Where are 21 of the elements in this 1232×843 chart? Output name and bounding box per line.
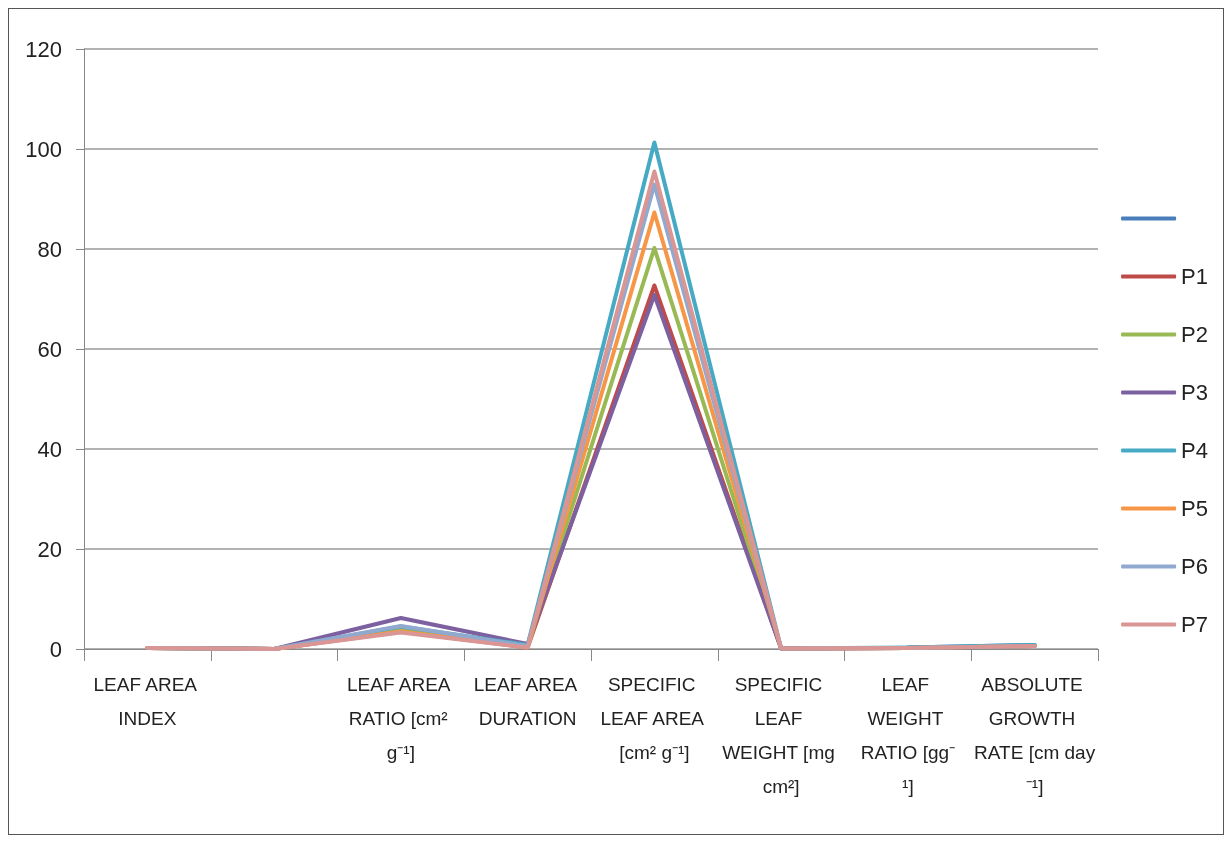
legend-label: P7	[1181, 612, 1209, 637]
legend-label: P3	[1181, 380, 1209, 405]
x-tick-label: LEAF AREA DURATION	[473, 673, 582, 729]
legend-label: P4	[1181, 438, 1209, 463]
y-tick-label: 120	[25, 36, 62, 62]
y-tick-label: 80	[37, 236, 62, 262]
y-tick-label: 20	[37, 536, 62, 562]
legend-label: P5	[1181, 496, 1209, 521]
legend-label: P6	[1181, 554, 1209, 579]
y-tick-label: 0	[49, 636, 62, 662]
legend-label: P2	[1181, 322, 1209, 347]
x-tick-label: LEAF WEIGHT RATIO [gg⁻¹]	[860, 673, 956, 797]
x-tick-label: SPECIFIC LEAF AREA [cm² g⁻¹]	[600, 673, 709, 763]
x-tick-label: SPECIFIC LEAF WEIGHT [mg cm²]	[722, 673, 841, 797]
y-tick-label: 60	[37, 336, 62, 362]
legend-label: P1	[1181, 264, 1209, 289]
x-tick-label: ABSOLUTE GROWTH RATE [cm day⁻¹]	[974, 673, 1096, 797]
y-tick-label: 100	[25, 136, 62, 162]
x-tick-label: LEAF AREA INDEX	[93, 673, 202, 729]
y-tick-label: 40	[37, 436, 62, 462]
x-tick-label: LEAF AREA RATIO [cm² g⁻¹]	[347, 673, 455, 763]
